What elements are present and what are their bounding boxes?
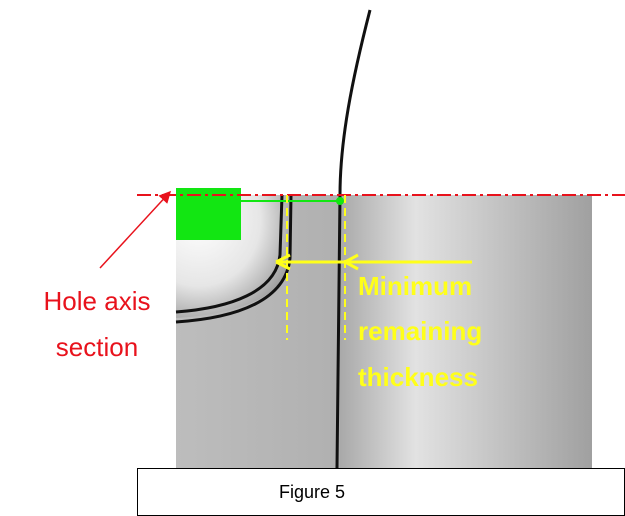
label: thickness	[358, 362, 478, 392]
caption-box	[138, 469, 625, 516]
label: remaining	[358, 316, 482, 346]
label: section	[56, 332, 138, 362]
label: Hole axis	[44, 286, 151, 316]
page: {"annotations": {"hole_axis": ["Hole axi…	[0, 0, 625, 516]
label: Minimum	[358, 271, 472, 301]
caption: Figure 5	[279, 482, 345, 502]
figure: Hole axis section Minimum remaining thic…	[0, 0, 625, 516]
pointer-arrow	[100, 192, 170, 268]
part-section	[176, 10, 592, 468]
